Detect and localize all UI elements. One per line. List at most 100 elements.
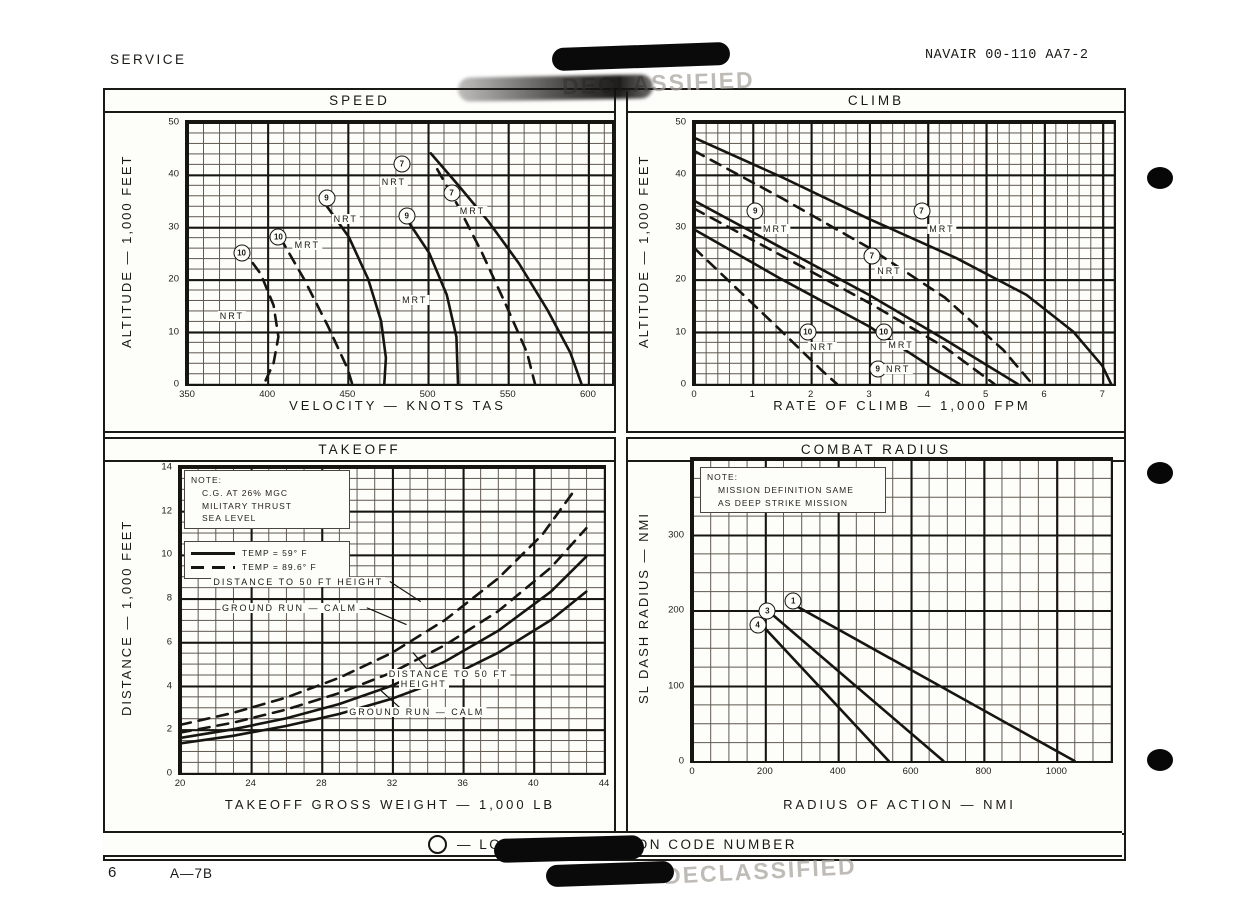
y-tick-label: 0 — [173, 378, 179, 390]
navair-document-number: NAVAIR 00-110 AA7-2 — [925, 48, 1089, 63]
takeoff-plot-area: NOTE: C.G. AT 26% MGC MILITARY THRUST SE… — [178, 465, 606, 775]
curve-label: NRT — [808, 342, 837, 353]
curve-label: MRT — [927, 224, 957, 235]
legend-row-solid: TEMP = 59° F — [191, 546, 343, 560]
y-tick-label: 10 — [168, 326, 179, 338]
curve-label: MRT — [457, 206, 488, 217]
curve-label: NRT — [379, 177, 409, 188]
y-tick-label: 30 — [168, 221, 179, 233]
x-tick-label: 0 — [689, 766, 695, 777]
x-tick-label: 0 — [691, 389, 697, 400]
curve-label: MRT — [292, 240, 322, 251]
x-tick-label: 450 — [339, 389, 356, 400]
redaction-smudge — [457, 74, 654, 102]
curve-label: NRT — [217, 310, 247, 321]
redaction-marker — [545, 860, 675, 888]
x-tick-label: 1000 — [1045, 766, 1067, 777]
speed-plot-area: 10 10 MRT NRT 9 NRT 9 MRT 7 NRT 7 MRT — [185, 120, 614, 386]
speed-curves — [240, 152, 583, 384]
speed-chart-title: SPEED — [105, 90, 614, 113]
x-tick-label: 800 — [975, 766, 992, 777]
y-tick-label: 8 — [166, 592, 172, 604]
curve-label: GROUND RUN — CALM — [347, 706, 487, 717]
y-tick-label: 0 — [680, 378, 686, 390]
y-tick-label: 0 — [678, 755, 684, 767]
curve-label: MRT — [400, 295, 430, 306]
legend-label: TEMP = 89.6° F — [242, 562, 317, 572]
note-line: AS DEEP STRIKE MISSION — [718, 497, 849, 508]
note-line: MISSION DEFINITION SAME — [718, 484, 854, 495]
x-tick-label: 400 — [259, 389, 276, 400]
note-line: NOTE: — [191, 475, 222, 485]
x-tick-label: 28 — [316, 778, 327, 789]
y-tick-label: 300 — [668, 529, 684, 540]
climb-y-axis-title: ALTITUDE — 1,000 FEET — [636, 154, 651, 348]
speed-x-axis-title: VELOCITY — KNOTS TAS — [289, 398, 506, 413]
climb-chart-title: CLIMB — [628, 90, 1124, 113]
takeoff-chart-title: TAKEOFF — [105, 439, 614, 462]
takeoff-temp-legend: TEMP = 59° F TEMP = 89.6° F — [184, 541, 350, 579]
x-tick-label: 44 — [598, 778, 610, 789]
x-tick-label: 2 — [808, 389, 814, 400]
loading-condition-code-badge: 10 — [269, 228, 287, 246]
y-tick-label: 2 — [166, 723, 172, 735]
y-tick-label: 30 — [675, 221, 686, 233]
note-line: MILITARY THRUST — [202, 500, 292, 511]
binder-hole-dot — [1147, 749, 1173, 771]
x-tick-label: 20 — [174, 778, 186, 789]
loading-condition-code-badge: 10 — [799, 323, 817, 341]
takeoff-y-axis-title: DISTANCE — 1,000 FEET — [119, 519, 134, 717]
loading-condition-code-badge: 7 — [443, 184, 461, 202]
y-tick-label: 12 — [161, 505, 172, 517]
speed-chart-panel: SPEED ALTITUDE — 1,000 FEET 10 10 MRT NRT 9 N… — [103, 88, 616, 433]
legend-label: TEMP = 59° F — [242, 548, 308, 558]
combat-note-box: NOTE: MISSION DEFINITION SAME AS DEEP ST… — [700, 467, 886, 514]
x-tick-label: 550 — [499, 389, 516, 400]
y-tick-label: 200 — [668, 604, 684, 616]
x-tick-label: 24 — [245, 778, 256, 789]
x-tick-label: 5 — [983, 389, 989, 400]
loading-condition-code-badge: 3 — [758, 602, 776, 620]
y-tick-label: 20 — [168, 273, 179, 285]
curve-label: HEIGHT — [398, 679, 449, 690]
curve-label: DISTANCE TO 50 FT — [386, 668, 511, 679]
x-tick-label: 36 — [457, 778, 468, 789]
combat-plot-area: NOTE: MISSION DEFINITION SAME AS DEEP ST… — [690, 457, 1113, 763]
loading-condition-code-badge: 10 — [875, 323, 893, 341]
x-tick-label: 40 — [528, 778, 539, 789]
loading-condition-code-badge: 9 — [398, 207, 416, 225]
x-tick-label: 32 — [386, 778, 398, 789]
loading-condition-circle-icon — [427, 834, 447, 854]
redaction-marker — [551, 41, 731, 72]
y-tick-label: 4 — [166, 680, 172, 692]
y-tick-label: 14 — [161, 461, 172, 473]
climb-x-axis-title: RATE OF CLIMB — 1,000 FPM — [773, 398, 1031, 413]
curve-label: NRT — [883, 364, 913, 375]
combat-curves — [762, 604, 1076, 761]
binder-hole-dot — [1147, 167, 1173, 189]
speed-y-axis-title: ALTITUDE — 1,000 FEET — [119, 154, 134, 348]
curve-label: DISTANCE TO 50 FT HEIGHT — [211, 576, 386, 587]
takeoff-chart-panel: TAKEOFF DISTANCE — 1,000 FEET NOTE: C.G.… — [103, 437, 616, 835]
loading-condition-code-badge: 7 — [393, 155, 411, 173]
y-tick-label: 50 — [168, 116, 179, 128]
loading-condition-code-badge: 10 — [233, 244, 251, 262]
combat-y-axis-title: SL DASH RADIUS — NMI — [636, 512, 651, 704]
climb-chart-panel: CLIMB ALTITUDE — 1,000 FEET 9 MRT 7 MRT 7 NRT… — [626, 88, 1126, 433]
x-tick-label: 3 — [866, 389, 872, 400]
takeoff-x-axis-title: TAKEOFF GROSS WEIGHT — 1,000 LB — [224, 797, 556, 812]
redaction-marker — [493, 835, 645, 863]
note-line: C.G. AT 26% MGC — [202, 487, 289, 498]
curve-label: GROUND RUN — CALM — [220, 602, 360, 613]
x-tick-label: 500 — [419, 389, 436, 400]
y-tick-label: 10 — [161, 548, 172, 560]
loading-condition-code-badge: 9 — [318, 189, 336, 207]
combat-x-axis-title: RADIUS OF ACTION — NMI — [783, 797, 1016, 812]
y-tick-label: 40 — [675, 168, 686, 180]
loading-condition-code-badge: 1 — [784, 592, 802, 610]
dashed-line-sample — [191, 565, 235, 569]
legend-row-dashed: TEMP = 89.6° F — [191, 560, 343, 574]
y-tick-label: 40 — [168, 168, 179, 180]
curve-label: MRT — [886, 339, 916, 350]
